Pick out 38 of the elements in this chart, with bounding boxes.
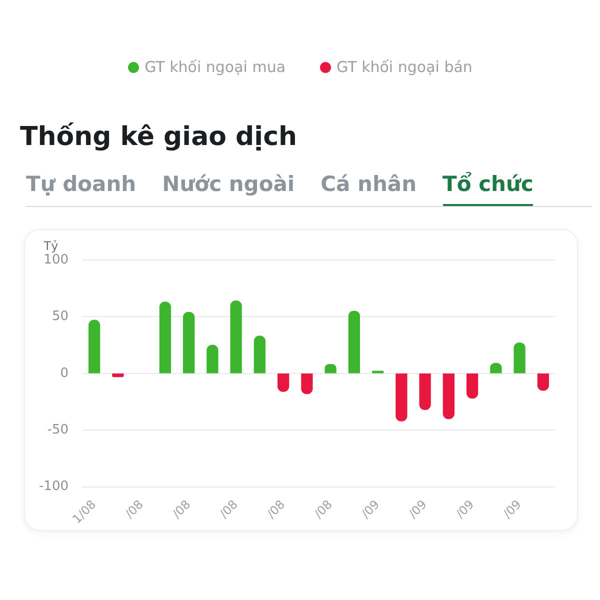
bar — [419, 374, 431, 410]
y-tick-label: 0 — [60, 366, 69, 381]
bar — [254, 336, 266, 374]
bar — [442, 374, 455, 420]
text: Cá nhân — [320, 172, 417, 198]
bar — [88, 320, 100, 374]
bar — [301, 374, 313, 394]
bar — [230, 300, 242, 374]
x-tick-label: /09 — [358, 497, 382, 521]
bar — [206, 344, 218, 374]
bar — [112, 374, 124, 378]
y-tick-label: -100 — [38, 479, 69, 494]
bar — [537, 374, 550, 391]
text: Tổ chức — [442, 172, 534, 206]
x-tick-label: /08 — [311, 497, 335, 521]
x-tick-label: /08 — [122, 497, 146, 521]
y-axis-title: Tỷ — [42, 239, 58, 253]
y-tick-label: -50 — [47, 422, 69, 438]
text: Nước ngoài — [162, 172, 295, 198]
bar — [396, 374, 408, 422]
text: Tự doanh — [26, 172, 136, 198]
bar — [159, 302, 172, 374]
bar — [182, 312, 195, 374]
x-tick-label: /08 — [216, 497, 240, 521]
x-tick-label: /09 — [406, 497, 430, 521]
y-tick-label: 100 — [44, 252, 69, 268]
bar — [514, 342, 526, 374]
x-tick-label: /08 — [170, 497, 194, 521]
y-tick-label: 50 — [52, 309, 69, 324]
chart-title: Thống kê giao dịch — [20, 122, 298, 152]
text: GT khối ngoại mua — [144, 58, 286, 76]
bar — [348, 310, 360, 374]
text: GT khối ngoại bán — [336, 58, 472, 76]
bar — [277, 374, 290, 392]
x-tick-label: /09 — [453, 497, 477, 521]
x-tick-label: /08 — [264, 497, 288, 521]
x-tick-label: /09 — [500, 497, 524, 521]
bar — [466, 374, 478, 399]
